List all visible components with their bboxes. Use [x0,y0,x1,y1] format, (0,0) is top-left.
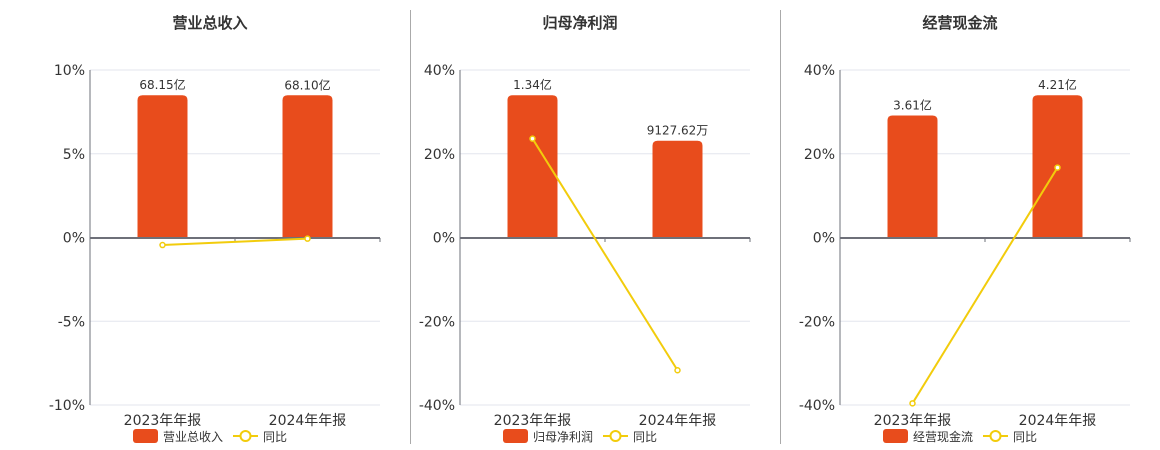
yoy-point [909,400,916,407]
legend-bar-swatch [883,429,908,443]
y-tick-label: 40% [424,63,455,79]
y-tick-label: -40% [799,398,835,414]
chart-title: 经营现金流 [922,14,997,32]
y-tick-label: -40% [419,398,455,414]
bar-data-label: 3.61亿 [893,98,932,113]
x-tick-label: 2024年年报 [639,413,717,429]
bar-data-label: 68.15亿 [139,77,185,92]
chart-2: 归母净利润 40% 20% 0% -20% -40% 1.34亿 2023年年报 9127.62… [419,14,751,444]
chart-title: 营业总收入 [172,14,247,32]
y-tick-label: 20% [424,147,455,163]
legend-bar-swatch [133,429,158,443]
chart-1: 营业总收入 10% 5% 0% -5% -10% 68.15亿 2023年年报 68.10亿 20… [49,14,381,444]
x-tick-label: 2023年年报 [874,413,952,429]
y-tick-label: -20% [799,314,835,330]
legend-bar-label: 营业总收入 [163,430,223,444]
legend-bar-label: 经营现金流 [913,429,973,444]
y-tick-label: 5% [63,147,85,163]
legend-line-marker [609,430,622,442]
bar-data-label: 68.10亿 [284,77,330,92]
panel-divider [410,10,411,444]
y-tick-label: 0% [813,231,835,247]
bar-data-label: 9127.62万 [647,124,709,138]
bar [887,115,938,238]
y-tick-label: -10% [49,398,85,414]
x-tick-label: 2024年年报 [1019,413,1097,429]
bar [282,95,333,238]
y-tick-label: 40% [804,63,835,79]
y-tick-label: 20% [804,147,835,163]
legend-line-label: 同比 [1013,430,1037,444]
yoy-point [529,135,536,142]
legend: 经营现金流 同比 [883,429,1037,444]
yoy-line [531,138,679,371]
legend-line-marker [989,430,1002,442]
legend: 营业总收入 同比 [133,429,287,444]
legend-bar-label: 归母净利润 [533,430,593,444]
x-tick-label: 2023年年报 [494,413,572,429]
bar [652,140,703,238]
yoy-line [162,237,308,247]
yoy-point [1054,164,1061,171]
yoy-point [159,241,166,249]
panel-divider [780,10,781,444]
yoy-line [911,167,1059,404]
y-tick-label: -20% [419,314,455,330]
yoy-point [674,366,681,374]
x-tick-label: 2023年年报 [124,413,202,429]
chart-title: 归母净利润 [542,14,617,32]
x-tick-label: 2024年年报 [269,413,347,429]
legend: 归母净利润 同比 [503,429,657,444]
legend-bar-swatch [503,429,528,443]
y-tick-label: -5% [58,314,85,330]
bar [507,95,558,238]
bar-data-label: 4.21亿 [1038,77,1077,92]
chart-3: 经营现金流 40% 20% 0% -20% -40% 3.61亿 2023年年报 4.21亿 20… [799,14,1131,444]
legend-line-marker [239,430,252,442]
y-tick-label: 10% [54,63,85,79]
y-tick-label: 0% [63,231,85,247]
yoy-point [304,235,311,242]
legend-line-label: 同比 [263,430,287,444]
bar-data-label: 1.34亿 [513,77,552,92]
bar [137,95,188,238]
legend-line-label: 同比 [633,430,657,444]
y-tick-label: 0% [433,231,455,247]
